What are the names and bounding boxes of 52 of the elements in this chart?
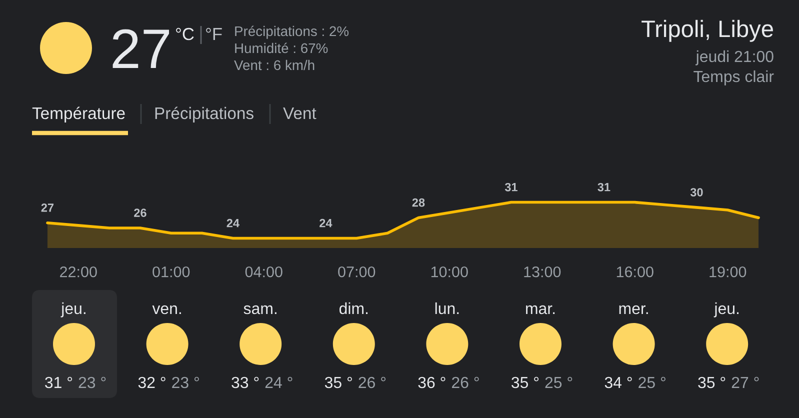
data-label: 31 [504, 182, 518, 192]
x-tick-label: 01:00 [152, 266, 190, 278]
text: Précipitations [155, 106, 254, 122]
text: 32 ° [138, 376, 166, 388]
text: 23 ° [172, 376, 199, 388]
x-tick-label: 10:00 [431, 266, 468, 278]
x-tick-label: 16:00 [616, 266, 654, 278]
text: Vent : 6 km/h [234, 60, 314, 70]
text: 27 ° [732, 376, 759, 388]
category-label: jeu. [714, 302, 739, 318]
category-label: mar. [526, 305, 555, 314]
data-label: 27 [41, 204, 54, 212]
text: 33 ° [232, 376, 259, 388]
category-label: sam. [244, 305, 276, 314]
x-tick-label: 07:00 [338, 266, 376, 278]
text: jeudi 21:00 [695, 50, 774, 66]
text: 26 ° [452, 376, 479, 388]
text: 31 ° [45, 376, 72, 388]
data-label: 31 [598, 182, 610, 192]
text: 35 ° [698, 376, 726, 388]
text: Tripoli, Libye [642, 20, 773, 42]
category-label: ven. [152, 305, 181, 314]
text: 36 ° [418, 376, 446, 388]
x-tick-label: 19:00 [710, 266, 746, 278]
data-label: 24 [320, 218, 332, 228]
data-label: 26 [134, 208, 146, 218]
text: 34 ° [604, 376, 632, 388]
text: Temps clair [694, 70, 774, 86]
text: 25 ° [638, 376, 666, 388]
text: 25 ° [545, 376, 572, 388]
data-label: 30 [690, 188, 703, 196]
data-label: 28 [412, 198, 425, 207]
text: 26 ° [358, 376, 386, 388]
category-label: dim. [339, 302, 368, 314]
text: 35 ° [512, 376, 539, 388]
x-tick-label: 04:00 [245, 266, 282, 278]
text: °C [176, 28, 194, 40]
text: 35 ° [324, 376, 352, 388]
text: 24 ° [265, 376, 292, 388]
text: Vent [283, 108, 316, 120]
text: Précipitations : 2% [235, 26, 349, 39]
x-tick-label: 22:00 [60, 266, 97, 278]
x-tick-label: 13:00 [524, 266, 561, 278]
data-label: 24 [226, 218, 240, 228]
category-label: jeu. [60, 302, 86, 318]
category-label: mer. [619, 305, 648, 314]
text: Humidité : 67% [235, 42, 328, 54]
text: °F [206, 28, 222, 40]
category-label: lun. [435, 302, 459, 314]
text: 27 [112, 29, 170, 68]
text: 23 ° [78, 376, 106, 388]
text: Température [32, 106, 125, 122]
